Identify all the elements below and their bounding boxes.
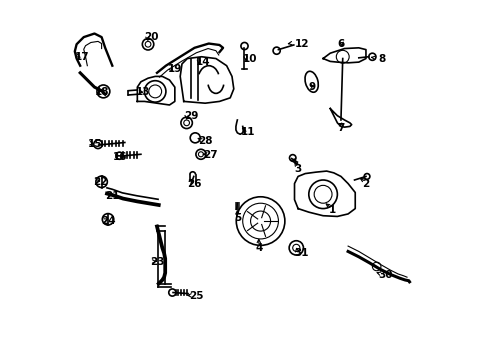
Text: 28: 28 — [198, 136, 212, 146]
Text: 29: 29 — [183, 111, 198, 121]
Text: 26: 26 — [187, 179, 202, 189]
Text: 3: 3 — [294, 164, 301, 174]
Text: 22: 22 — [93, 177, 107, 187]
Text: 4: 4 — [255, 243, 262, 253]
Text: 30: 30 — [378, 270, 392, 280]
Text: 25: 25 — [189, 291, 203, 301]
Text: 21: 21 — [105, 191, 120, 201]
Text: 31: 31 — [294, 248, 308, 258]
Text: 5: 5 — [233, 212, 241, 222]
Text: 16: 16 — [112, 152, 126, 162]
Text: 17: 17 — [75, 52, 89, 62]
Text: 23: 23 — [149, 257, 164, 267]
Text: 27: 27 — [203, 150, 218, 160]
Text: 6: 6 — [337, 39, 344, 49]
Text: 12: 12 — [294, 39, 308, 49]
Text: 11: 11 — [241, 127, 255, 137]
Text: 18: 18 — [94, 87, 109, 98]
Text: 24: 24 — [102, 216, 116, 226]
Text: 10: 10 — [242, 54, 257, 64]
Text: 1: 1 — [328, 205, 335, 215]
Text: 19: 19 — [167, 64, 182, 74]
Text: 7: 7 — [337, 123, 344, 133]
Text: 15: 15 — [87, 139, 102, 149]
Text: 2: 2 — [362, 179, 369, 189]
Text: 20: 20 — [144, 32, 159, 42]
Text: 8: 8 — [378, 54, 385, 64]
Text: 14: 14 — [196, 57, 210, 67]
Text: 9: 9 — [308, 82, 315, 92]
Text: 13: 13 — [135, 87, 150, 98]
